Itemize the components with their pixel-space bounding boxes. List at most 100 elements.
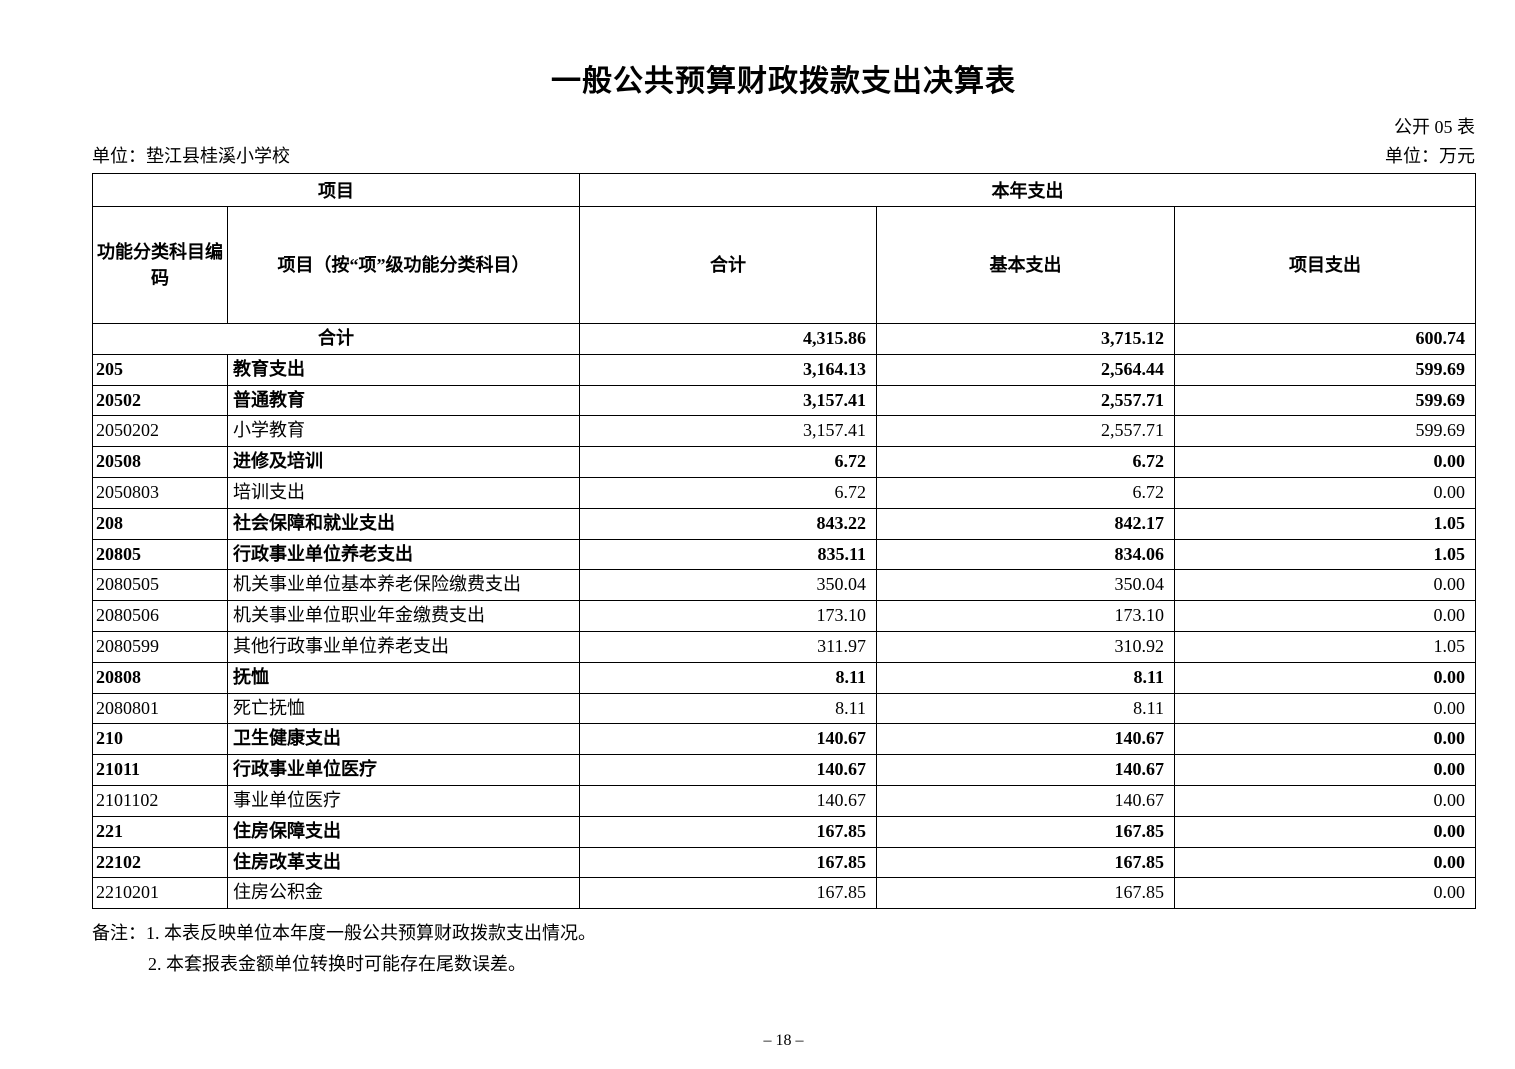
header-group-row: 项目 本年支出 <box>92 173 1477 207</box>
row-code: 20808 <box>92 661 228 694</box>
row-total: 6.72 <box>579 476 877 509</box>
row-total: 173.10 <box>579 600 877 632</box>
table-row: 2210201 住房公积金 167.85 167.85 0.00 <box>92 877 1477 910</box>
header-group-current-year: 本年支出 <box>578 173 1477 207</box>
row-code: 20805 <box>92 538 228 571</box>
row-project: 599.69 <box>1173 415 1477 448</box>
row-total: 3,157.41 <box>579 415 877 448</box>
row-code: 2050803 <box>92 476 228 509</box>
notes: 备注：1. 本表反映单位本年度一般公共预算财政拨款支出情况。 2. 本套报表金额… <box>92 918 1475 980</box>
row-project: 599.69 <box>1173 353 1477 386</box>
table-row: 2050803 培训支出 6.72 6.72 0.00 <box>92 476 1477 509</box>
row-total: 8.11 <box>579 692 877 725</box>
table-row: 2080801 死亡抚恤 8.11 8.11 0.00 <box>92 692 1477 725</box>
row-item: 小学教育 <box>227 415 580 448</box>
table-row: 205 教育支出 3,164.13 2,564.44 599.69 <box>92 353 1477 386</box>
row-project: 0.00 <box>1173 569 1477 602</box>
row-project: 0.00 <box>1173 692 1477 725</box>
row-code: 2080506 <box>92 600 228 632</box>
table-row: 20805 行政事业单位养老支出 835.11 834.06 1.05 <box>92 538 1477 571</box>
table-row: 21011 行政事业单位医疗 140.67 140.67 0.00 <box>92 754 1477 786</box>
row-item: 住房改革支出 <box>227 846 580 879</box>
row-total: 167.85 <box>579 815 877 848</box>
row-item: 行政事业单位医疗 <box>227 754 580 786</box>
row-total: 843.22 <box>579 507 877 540</box>
row-project: 0.00 <box>1173 846 1477 879</box>
row-basic: 173.10 <box>876 600 1175 632</box>
unit-money-label: 单位：万元 <box>1385 146 1475 166</box>
row-item: 其他行政事业单位养老支出 <box>227 630 580 663</box>
row-basic: 350.04 <box>876 569 1175 602</box>
header-columns-row: 功能分类科目编码 项目（按“项”级功能分类科目） 合计 基本支出 项目支出 <box>92 206 1477 324</box>
row-item: 卫生健康支出 <box>227 723 580 756</box>
header-group-item: 项目 <box>92 173 580 207</box>
row-total: 311.97 <box>579 630 877 663</box>
row-total: 350.04 <box>579 569 877 602</box>
row-total: 167.85 <box>579 877 877 910</box>
row-basic: 8.11 <box>876 661 1175 694</box>
table-row: 210 卫生健康支出 140.67 140.67 0.00 <box>92 723 1477 756</box>
row-code: 2080801 <box>92 692 228 725</box>
row-code: 2080599 <box>92 630 228 663</box>
row-project: 1.05 <box>1173 507 1477 540</box>
row-code: 20508 <box>92 446 228 478</box>
row-total: 835.11 <box>579 538 877 571</box>
row-code: 205 <box>92 353 228 386</box>
row-item: 培训支出 <box>227 476 580 509</box>
row-project: 1.05 <box>1173 630 1477 663</box>
header-col-project: 项目支出 <box>1173 206 1477 324</box>
row-basic: 140.67 <box>876 723 1175 756</box>
row-item: 行政事业单位养老支出 <box>227 538 580 571</box>
row-item: 教育支出 <box>227 353 580 386</box>
row-basic: 834.06 <box>876 538 1175 571</box>
note-line-1: 备注：1. 本表反映单位本年度一般公共预算财政拨款支出情况。 <box>92 923 596 944</box>
row-basic: 2,557.71 <box>876 415 1175 448</box>
form-code: 公开 05 表 <box>1394 117 1475 137</box>
row-project: 0.00 <box>1173 815 1477 848</box>
expenditure-table: 项目 本年支出 功能分类科目编码 项目（按“项”级功能分类科目） 合计 基本支出… <box>92 173 1477 910</box>
row-item: 抚恤 <box>227 661 580 694</box>
row-total: 3,157.41 <box>579 384 877 417</box>
row-code: 21011 <box>92 754 228 786</box>
row-item: 事业单位医疗 <box>227 784 580 817</box>
header-col-item: 项目（按“项”级功能分类科目） <box>227 206 580 324</box>
page-title: 一般公共预算财政拨款支出决算表 <box>551 65 1016 98</box>
row-item: 住房公积金 <box>227 877 580 910</box>
row-project: 599.69 <box>1173 384 1477 417</box>
row-item: 合计 <box>92 323 580 355</box>
row-project: 0.00 <box>1173 723 1477 756</box>
row-project: 600.74 <box>1173 323 1477 355</box>
row-code: 221 <box>92 815 228 848</box>
row-project: 0.00 <box>1173 784 1477 817</box>
row-code: 2101102 <box>92 784 228 817</box>
row-basic: 842.17 <box>876 507 1175 540</box>
row-total: 4,315.86 <box>579 323 877 355</box>
row-project: 0.00 <box>1173 754 1477 786</box>
header-col-total: 合计 <box>579 206 877 324</box>
table-row: 2101102 事业单位医疗 140.67 140.67 0.00 <box>92 784 1477 817</box>
row-total: 6.72 <box>579 446 877 478</box>
row-total: 167.85 <box>579 846 877 879</box>
table-row: 2050202 小学教育 3,157.41 2,557.71 599.69 <box>92 415 1477 448</box>
row-code: 210 <box>92 723 228 756</box>
row-project: 0.00 <box>1173 476 1477 509</box>
row-total: 8.11 <box>579 661 877 694</box>
table-row: 2080505 机关事业单位基本养老保险缴费支出 350.04 350.04 0.00 <box>92 569 1477 602</box>
row-project: 0.00 <box>1173 661 1477 694</box>
table-row: 22102 住房改革支出 167.85 167.85 0.00 <box>92 846 1477 879</box>
row-project: 1.05 <box>1173 538 1477 571</box>
row-basic: 6.72 <box>876 476 1175 509</box>
table-body: 合计 4,315.86 3,715.12 600.74 205 教育支出 3,164.13 2… <box>92 323 1477 910</box>
row-basic: 2,564.44 <box>876 353 1175 386</box>
row-basic: 167.85 <box>876 815 1175 848</box>
row-item: 死亡抚恤 <box>227 692 580 725</box>
row-basic: 2,557.71 <box>876 384 1175 417</box>
row-code: 2050202 <box>92 415 228 448</box>
row-code: 2080505 <box>92 569 228 602</box>
row-code: 22102 <box>92 846 228 879</box>
table-row: 20808 抚恤 8.11 8.11 0.00 <box>92 661 1477 694</box>
table-row: 合计 4,315.86 3,715.12 600.74 <box>92 323 1477 355</box>
row-basic: 140.67 <box>876 754 1175 786</box>
meta-row: 单位：垫江县桂溪小学校 单位：万元 <box>92 145 1475 167</box>
row-code: 208 <box>92 507 228 540</box>
